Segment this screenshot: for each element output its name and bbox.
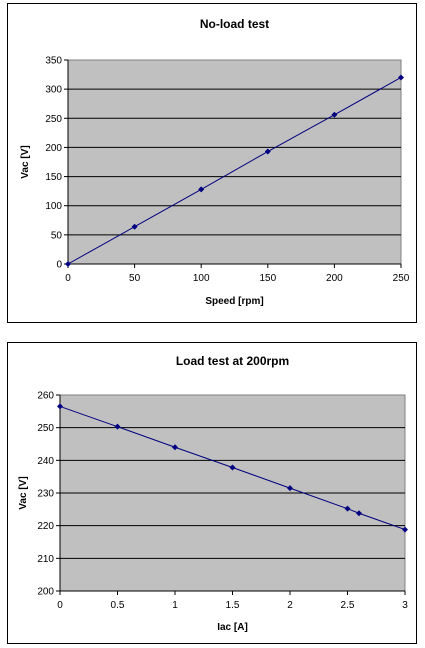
data-point <box>344 505 351 512</box>
x-tick-label: 2 <box>287 600 293 611</box>
load-test-chart-panel: 200 210 220 230 240 250 260 0 0.5 1 1.5 2 2.5 3 Load t… <box>7 342 417 644</box>
x-tick-label: 250 <box>393 273 410 284</box>
data-point <box>57 403 63 410</box>
data-point <box>264 148 271 155</box>
y-tick-label: 50 <box>51 230 63 241</box>
data-point <box>356 510 362 517</box>
x-axis-title: Iac [A] <box>217 622 248 633</box>
load-test-chart: 200 210 220 230 240 250 260 0 0.5 1 1.5 2 2.5 3 Load t… <box>18 354 408 633</box>
data-point <box>172 444 178 451</box>
data-point <box>131 223 138 230</box>
chart-title: No-load test <box>200 17 269 31</box>
x-tick-label: 1.5 <box>226 600 240 611</box>
x-tick-label: 1 <box>172 600 178 611</box>
y-tick-label: 240 <box>37 456 54 467</box>
x-tick-label: 0 <box>65 273 71 284</box>
y-tick-label: 300 <box>45 85 62 96</box>
chart-title: Load test at 200rpm <box>176 354 289 368</box>
x-tick-label: 0.5 <box>111 600 125 611</box>
y-axis-title: Vac [V] <box>20 145 31 178</box>
data-point <box>398 74 404 81</box>
x-tick-label: 0 <box>57 600 63 611</box>
x-tick-label: 3 <box>402 600 408 611</box>
y-tick-label: 210 <box>37 554 54 565</box>
x-tick-label: 50 <box>129 273 141 284</box>
no-load-chart-panel: 0 50 100 150 200 250 300 350 0 50 100 150 200 250 No-l… <box>7 3 417 323</box>
y-tick-label: 0 <box>56 260 62 271</box>
data-point <box>65 261 71 267</box>
x-tick-label: 200 <box>326 273 343 284</box>
data-point <box>331 111 338 118</box>
data-point <box>114 423 121 430</box>
data-point <box>229 464 236 471</box>
x-axis-title: Speed [rpm] <box>205 296 263 307</box>
data-point <box>198 186 205 193</box>
series-line <box>67 77 402 265</box>
y-tick-label: 250 <box>37 423 54 434</box>
x-tick-label: 100 <box>193 273 210 284</box>
y-tick-label: 230 <box>37 489 54 500</box>
y-tick-label: 260 <box>37 391 54 402</box>
y-tick-label: 350 <box>45 56 62 67</box>
y-tick-label: 100 <box>45 201 62 212</box>
data-point <box>287 485 293 492</box>
x-tick-label: 2.5 <box>341 600 355 611</box>
y-tick-label: 150 <box>45 172 62 183</box>
y-tick-label: 200 <box>45 143 62 154</box>
y-axis-title: Vac [V] <box>18 476 29 509</box>
no-load-chart: 0 50 100 150 200 250 300 350 0 50 100 150 200 250 No-l… <box>20 17 410 307</box>
plot-area <box>67 59 402 265</box>
data-point <box>402 526 408 533</box>
y-tick-label: 200 <box>37 587 54 598</box>
y-tick-label: 220 <box>37 521 54 532</box>
y-tick-label: 250 <box>45 114 62 125</box>
x-tick-label: 150 <box>259 273 276 284</box>
